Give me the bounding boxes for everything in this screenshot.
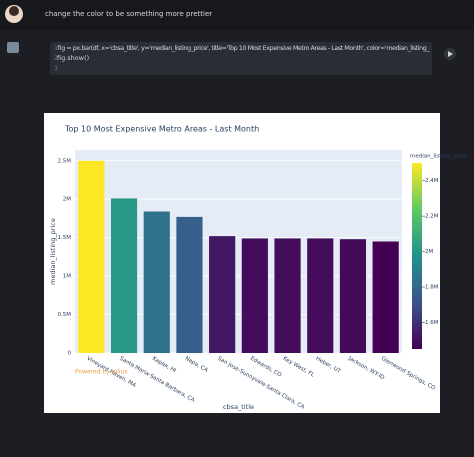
colorbar-tick-label: 1.8M: [425, 285, 439, 291]
y-tick-label: 0.5M: [58, 312, 72, 318]
y-tick-label: 1.5M: [58, 235, 72, 241]
y-tick-label: 2M: [63, 197, 71, 203]
bar: [209, 236, 236, 353]
x-axis-label: cbsa_title: [223, 403, 254, 411]
colorbar: [412, 163, 422, 349]
bar: [241, 238, 268, 353]
code-line: fig.show(): [57, 54, 89, 62]
bar: [307, 238, 334, 353]
colorbar-tick-label: 1.6M: [425, 320, 439, 326]
bar: [78, 160, 105, 353]
bar: [110, 198, 138, 353]
chart-title: Top 10 Most Expensive Metro Areas - Last…: [64, 125, 259, 134]
colorbar-tick-label: 2.4M: [425, 178, 439, 184]
colorbar-tick-label: 2M: [425, 249, 433, 255]
y-tick-label: 2.5M: [58, 158, 72, 164]
user-avatar-hair: [9, 6, 19, 16]
bot-avatar: [7, 42, 19, 53]
bar: [176, 216, 203, 353]
line-number: 2: [54, 54, 58, 62]
run-icon: [448, 51, 453, 57]
user-row: [0, 0, 474, 30]
bar: [274, 238, 301, 353]
line-number: 1: [54, 44, 58, 52]
colorbar-title: median_listing_price: [410, 154, 467, 160]
y-tick-label: 1M: [63, 274, 71, 280]
code-line: fig = px.bar(df, x='cbsa_title', y='medi…: [58, 44, 431, 52]
bar: [339, 239, 367, 353]
colorbar-tick-label: 2.2M: [425, 214, 439, 220]
code-block: [50, 42, 432, 75]
user-message: change the color to be something more pr…: [45, 10, 212, 18]
bar: [372, 241, 399, 353]
y-tick-label: 0: [68, 351, 72, 357]
watermark: Powered by Julius: [75, 369, 128, 376]
bar: [143, 211, 170, 353]
y-axis-label: median_listing_price: [49, 218, 57, 285]
code: 1 2 3 fig = px.bar(df, x='cbsa_title', y='m…: [54, 44, 430, 72]
line-number: 3: [54, 64, 58, 72]
